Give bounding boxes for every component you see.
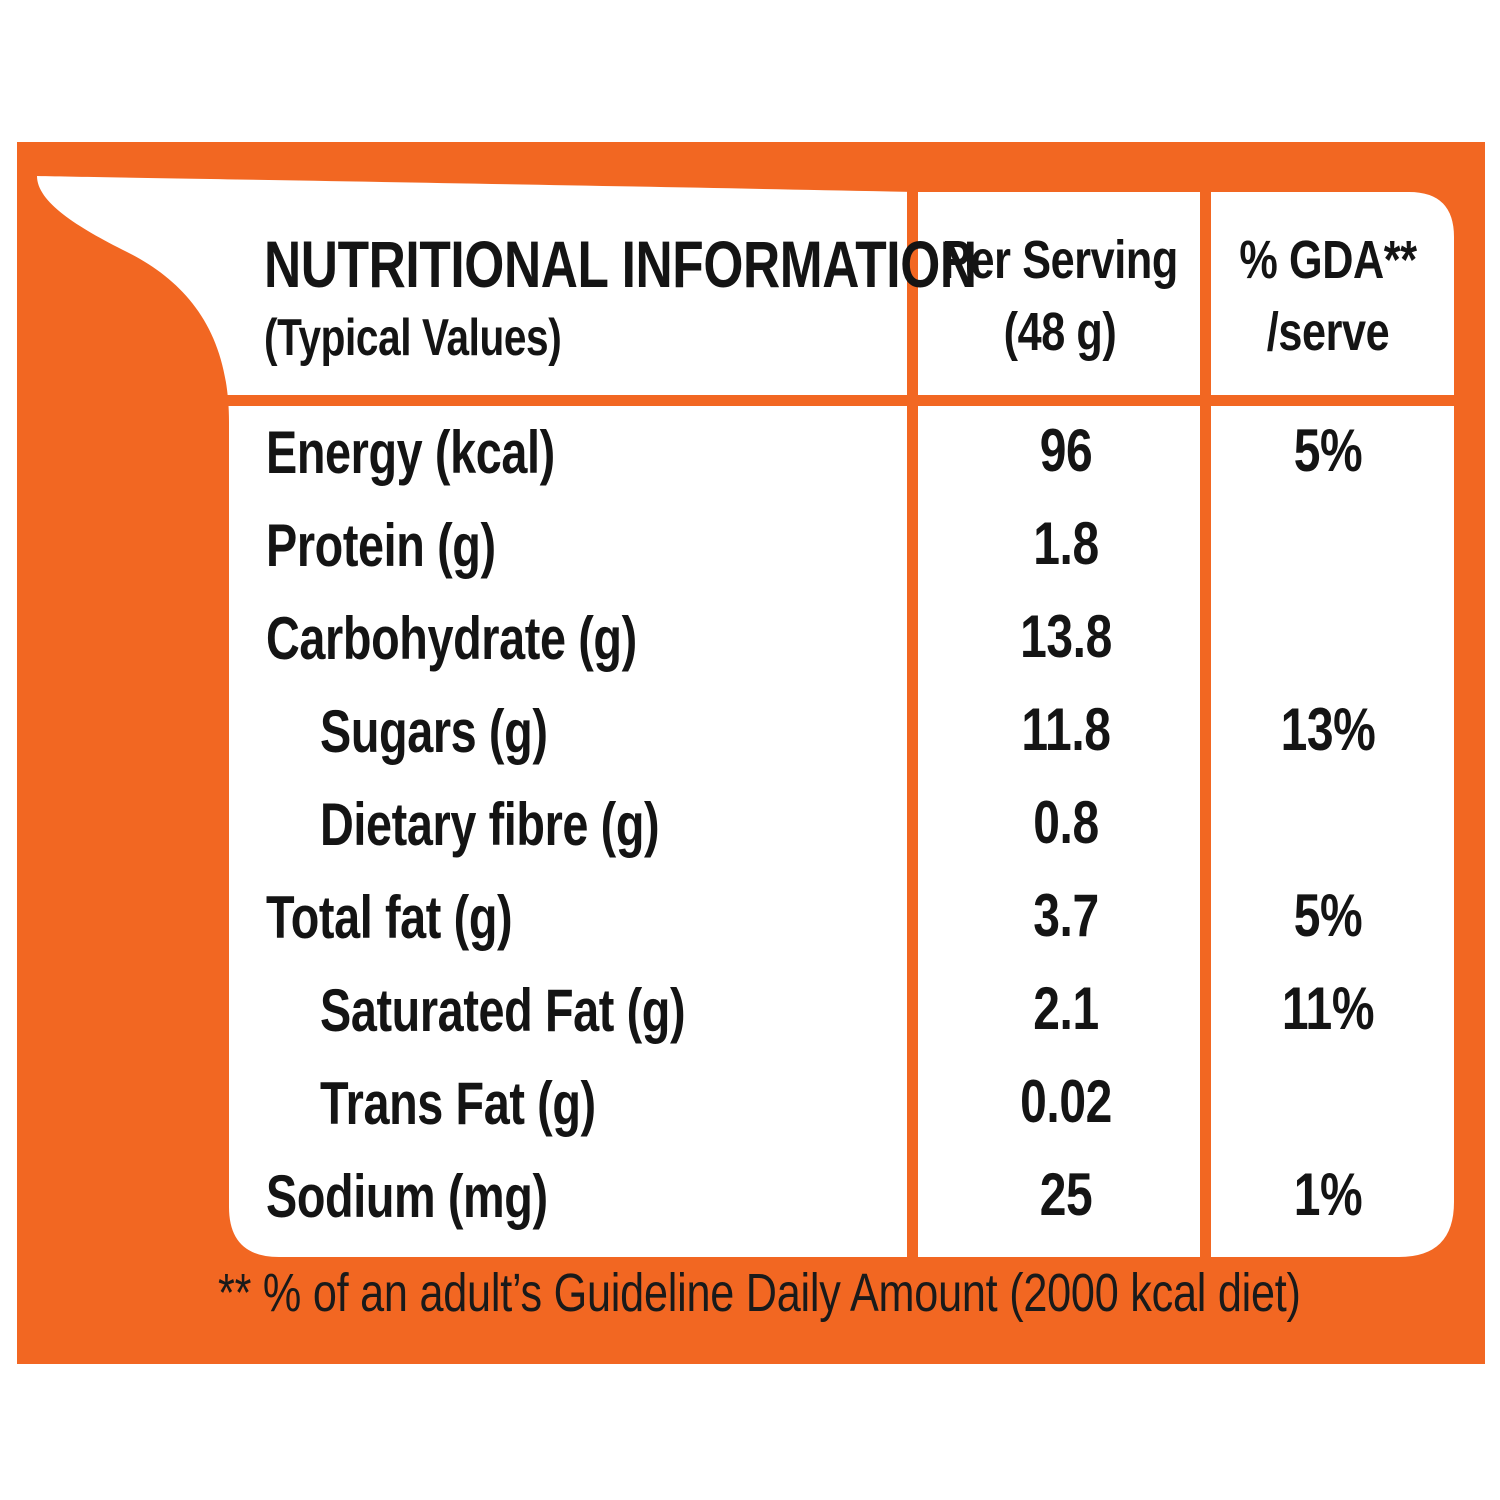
- row-label-saturated-fat: Saturated Fat (g): [320, 977, 686, 1044]
- row-value-sodium: 25: [1039, 1161, 1093, 1228]
- row-value-total-fat: 3.7: [1033, 882, 1099, 949]
- row-label-sodium: Sodium (mg): [266, 1163, 548, 1230]
- row-label-dietary-fibre: Dietary fibre (g): [320, 791, 660, 858]
- column-divider-1: [907, 187, 918, 1267]
- row-value-dietary-fibre: 0.8: [1033, 789, 1099, 856]
- table-title: NUTRITIONAL INFORMATION: [264, 227, 977, 301]
- per-serving-header: Per Serving (48 g): [940, 224, 1180, 368]
- row-label-sugars: Sugars (g): [320, 698, 548, 765]
- gda-header-line2: /serve: [1266, 302, 1390, 362]
- per-serving-header-line2: (48 g): [1003, 302, 1117, 362]
- row-value-carbohydrate: 13.8: [1020, 603, 1112, 670]
- row-value-protein: 1.8: [1033, 510, 1099, 577]
- nutrition-panel: [17, 142, 1485, 1364]
- row-value-energy: 96: [1039, 417, 1093, 484]
- row-gda-sodium: 1%: [1293, 1161, 1363, 1228]
- row-value-sugars: 11.8: [1021, 696, 1111, 763]
- row-label-total-fat: Total fat (g): [266, 884, 513, 951]
- nutrition-table-card: [37, 176, 1462, 1267]
- row-value-trans-fat: 0.02: [1020, 1068, 1112, 1135]
- row-label-trans-fat: Trans Fat (g): [320, 1070, 596, 1137]
- gda-header: % GDA** /serve: [1232, 224, 1424, 368]
- row-gda-saturated-fat: 11%: [1281, 975, 1375, 1042]
- row-label-protein: Protein (g): [266, 512, 496, 579]
- row-gda-total-fat: 5%: [1293, 882, 1363, 949]
- row-gda-sugars: 13%: [1280, 696, 1376, 763]
- row-gda-energy: 5%: [1293, 417, 1363, 484]
- row-label-carbohydrate: Carbohydrate (g): [266, 605, 637, 672]
- column-divider-2: [1200, 187, 1211, 1267]
- gda-footnote: ** % of an adult’s Guideline Daily Amoun…: [218, 1263, 1301, 1323]
- header-divider: [222, 395, 1462, 406]
- row-label-energy: Energy (kcal): [266, 419, 555, 486]
- card-background: [37, 176, 1454, 1257]
- table-subtitle: (Typical Values): [264, 309, 562, 367]
- row-value-saturated-fat: 2.1: [1033, 975, 1099, 1042]
- per-serving-header-line1: Per Serving: [942, 230, 1178, 290]
- gda-header-line1: % GDA**: [1239, 230, 1417, 290]
